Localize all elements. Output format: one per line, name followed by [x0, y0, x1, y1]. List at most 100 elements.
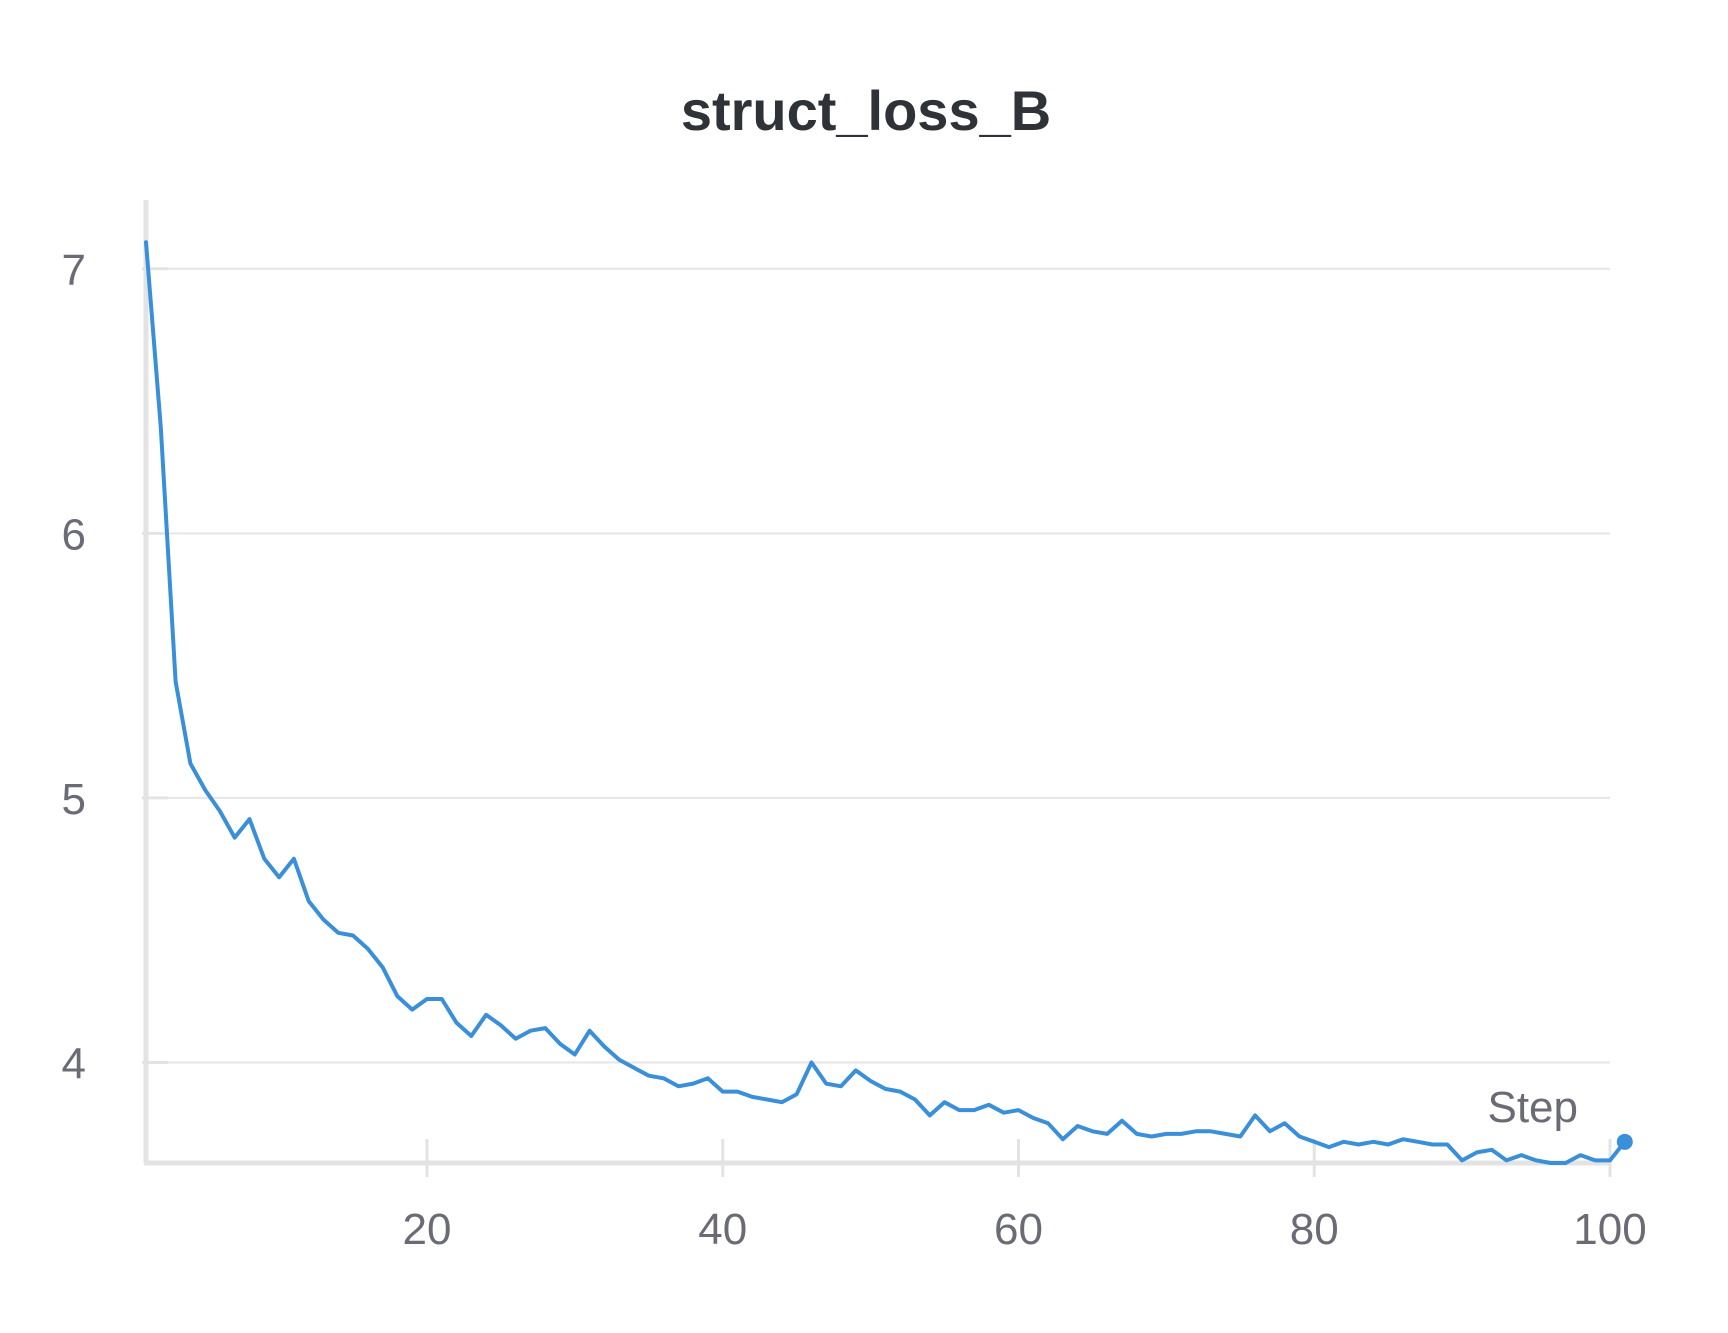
- data-point: [380, 964, 386, 970]
- data-point: [1193, 1128, 1199, 1134]
- data-point: [1607, 1157, 1613, 1163]
- data-point: [808, 1059, 814, 1065]
- data-point: [838, 1083, 844, 1089]
- data-point: [1208, 1128, 1214, 1134]
- data-point: [1104, 1131, 1110, 1137]
- data-point: [705, 1075, 711, 1081]
- series-line: [144, 240, 1627, 1165]
- data-point: [1178, 1131, 1184, 1137]
- x-axis-label: Step: [1487, 1083, 1578, 1132]
- data-point: [1119, 1118, 1125, 1124]
- data-point: [1149, 1134, 1155, 1140]
- data-point: [572, 1052, 578, 1058]
- data-point: [1060, 1136, 1066, 1142]
- data-point: [320, 917, 326, 923]
- data-point: [1489, 1147, 1495, 1153]
- data-point: [158, 425, 164, 431]
- data-point: [1223, 1131, 1229, 1137]
- data-point: [557, 1041, 563, 1047]
- data-point: [1356, 1141, 1362, 1147]
- data-point: [882, 1086, 888, 1092]
- data-point: [291, 856, 297, 862]
- data-point: [868, 1078, 874, 1084]
- data-point: [1089, 1128, 1095, 1134]
- data-point: [202, 787, 208, 793]
- data-point: [1577, 1152, 1583, 1158]
- data-point: [1518, 1152, 1524, 1158]
- data-point: [468, 1033, 474, 1039]
- data-point: [1134, 1131, 1140, 1137]
- data-point: [498, 1022, 504, 1028]
- data-point: [424, 996, 430, 1002]
- data-point: [1415, 1139, 1421, 1145]
- data-point: [794, 1091, 800, 1097]
- x-tick-label: 20: [402, 1205, 451, 1254]
- data-point: [1430, 1141, 1436, 1147]
- data-point: [675, 1083, 681, 1089]
- data-point: [587, 1028, 593, 1034]
- data-point: [1503, 1157, 1509, 1163]
- data-point: [823, 1081, 829, 1087]
- data-point: [1030, 1115, 1036, 1121]
- last-point-marker: [1616, 1133, 1633, 1150]
- data-point: [956, 1107, 962, 1113]
- data-point: [1015, 1107, 1021, 1113]
- data-point: [1341, 1139, 1347, 1145]
- data-point: [1474, 1149, 1480, 1155]
- data-point: [350, 932, 356, 938]
- y-tick-label: 7: [62, 246, 86, 295]
- y-tick-labels: 4 5 6 7: [62, 246, 86, 1089]
- data-point: [439, 996, 445, 1002]
- x-tick-label: 60: [994, 1205, 1043, 1254]
- data-point: [1252, 1112, 1258, 1118]
- data-point: [1533, 1157, 1539, 1163]
- data-point: [1163, 1131, 1169, 1137]
- data-point: [646, 1073, 652, 1079]
- data-point: [616, 1057, 622, 1063]
- y-tick-label: 4: [62, 1039, 86, 1088]
- data-point: [690, 1081, 696, 1087]
- data-point: [1311, 1139, 1317, 1145]
- data-point: [1400, 1136, 1406, 1142]
- data-point: [779, 1099, 785, 1105]
- data-point: [261, 856, 267, 862]
- data-point: [247, 816, 253, 822]
- data-point: [542, 1025, 548, 1031]
- data-point: [764, 1097, 770, 1103]
- data-point: [1385, 1141, 1391, 1147]
- data-point: [217, 808, 223, 814]
- series-layer: [143, 239, 1633, 1166]
- data-point: [513, 1036, 519, 1042]
- data-point: [143, 239, 149, 245]
- data-point: [1296, 1134, 1302, 1140]
- data-point: [394, 993, 400, 999]
- y-tick-label: 5: [62, 775, 86, 824]
- data-point: [454, 1020, 460, 1026]
- data-point: [971, 1107, 977, 1113]
- data-point: [365, 946, 371, 952]
- data-point: [661, 1075, 667, 1081]
- data-point: [1267, 1128, 1273, 1134]
- data-point: [631, 1065, 637, 1071]
- chart-title: struct_loss_B: [681, 79, 1051, 142]
- x-tick-label: 100: [1573, 1205, 1646, 1254]
- data-point: [1075, 1123, 1081, 1129]
- data-point: [720, 1089, 726, 1095]
- data-point: [335, 930, 341, 936]
- data-point: [306, 898, 312, 904]
- data-point: [1282, 1120, 1288, 1126]
- data-point: [986, 1102, 992, 1108]
- data-point: [483, 1012, 489, 1018]
- data-point: [1592, 1157, 1598, 1163]
- data-point: [601, 1044, 607, 1050]
- data-point: [1045, 1120, 1051, 1126]
- data-point: [1326, 1144, 1332, 1150]
- data-point: [409, 1007, 415, 1013]
- data-point: [527, 1028, 533, 1034]
- data-point: [187, 761, 193, 767]
- data-point: [1444, 1141, 1450, 1147]
- data-point: [1548, 1160, 1554, 1166]
- data-point: [853, 1067, 859, 1073]
